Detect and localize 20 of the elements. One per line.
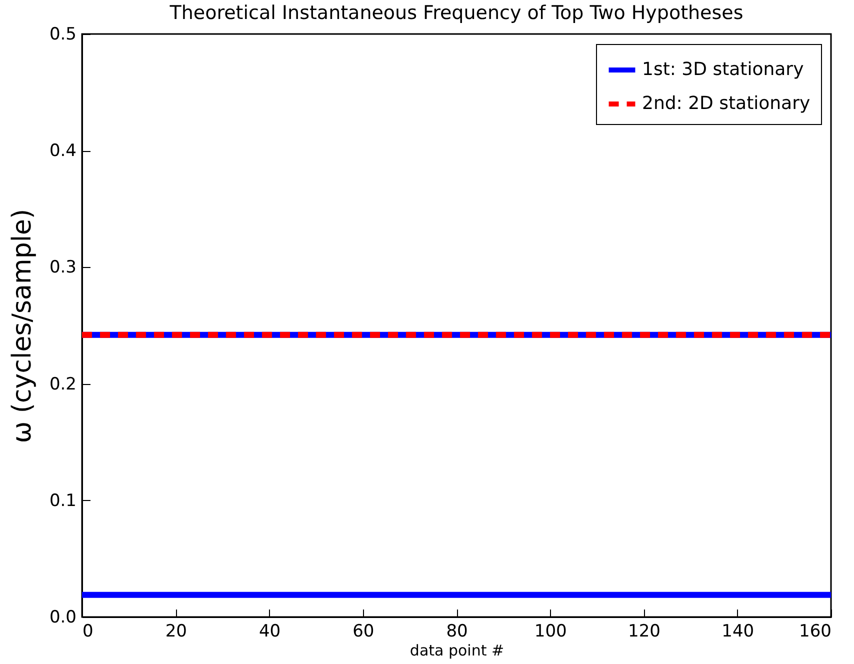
x-tick-label: 20	[165, 622, 187, 642]
legend-label: 2nd: 2D stationary	[642, 93, 810, 114]
x-tick-label: 80	[446, 622, 468, 642]
y-tick-label: 0.4	[49, 141, 76, 162]
x-axis-title: data point #	[410, 642, 504, 660]
x-tick-label: 60	[352, 622, 374, 642]
x-tick-label: 40	[258, 622, 281, 642]
x-tick-label: 0	[82, 622, 94, 642]
y-tick-label: 0.2	[49, 374, 76, 394]
x-tick-label: 140	[722, 622, 754, 642]
y-axis-title: ω (cycles/sample)	[7, 208, 38, 444]
x-tick-label: 120	[628, 622, 660, 642]
x-tick-label: 160	[799, 622, 832, 642]
y-tick-label: 0.0	[49, 608, 76, 628]
y-tick-label: 0.3	[49, 258, 76, 278]
y-tick-label: 0.5	[49, 24, 76, 44]
y-tick-label: 0.1	[49, 490, 76, 511]
chart-title: Theoretical Instantaneous Frequency of Top Two Hypotheses	[168, 2, 744, 24]
legend-label: 1st: 3D stationary	[642, 59, 804, 80]
x-tick-label: 100	[534, 622, 567, 642]
